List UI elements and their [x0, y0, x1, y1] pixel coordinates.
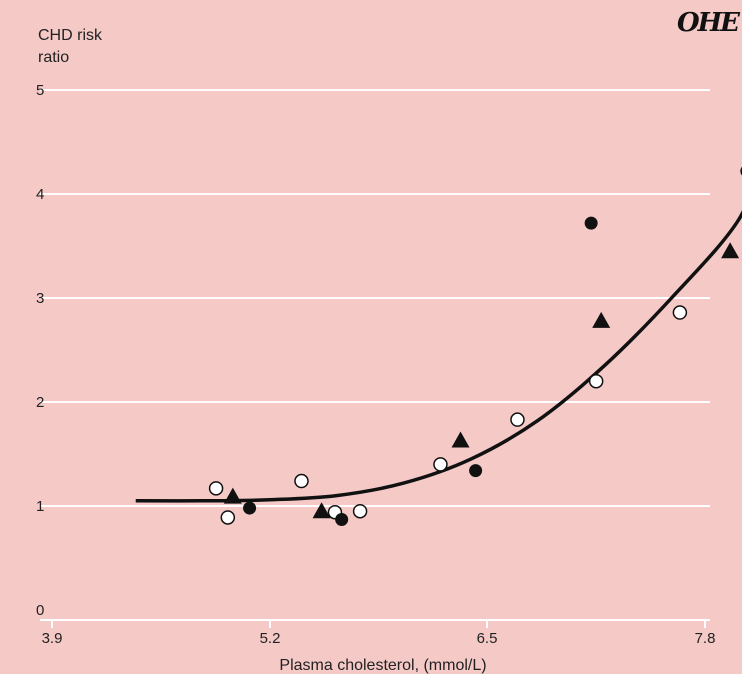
open-circle-point: [208, 481, 224, 496]
fit-curve: [135, 210, 742, 503]
x-tick-label: 5.2: [260, 630, 281, 647]
x-tick-label: 6.5: [477, 630, 498, 647]
triangle-point: [312, 502, 331, 519]
filled-circle-point: [584, 216, 598, 230]
data-points: [208, 166, 742, 527]
y-tick-label: 4: [36, 186, 44, 203]
y-axis-title-line1: CHD risk: [38, 27, 103, 44]
filled-circle-point: [469, 464, 483, 478]
y-tick-label: 0: [36, 602, 44, 619]
x-tick-label: 7.8: [695, 630, 716, 647]
y-axis-title-line2: ratio: [38, 49, 69, 66]
ohe-logo: OHE: [676, 8, 740, 38]
y-tick-label: 2: [36, 394, 44, 411]
triangle-point: [223, 487, 242, 504]
open-circle-point: [220, 510, 236, 525]
open-circle-point: [294, 473, 309, 489]
filled-circle-point: [335, 513, 349, 527]
open-circle-point: [433, 457, 448, 472]
triangle-point: [592, 311, 611, 328]
x-axis-title: Plasma cholesterol, (mmol/L): [279, 657, 486, 674]
y-tick-labels: 0 1 2 3 4 5: [36, 82, 44, 619]
x-tick-labels: 3.9 5.2 6.5 7.8: [42, 620, 716, 647]
y-tick-label: 5: [36, 82, 44, 99]
grid-lines: [40, 89, 710, 621]
x-tick-label: 3.9: [42, 630, 63, 647]
y-tick-label: 3: [36, 290, 44, 307]
triangle-point: [451, 431, 470, 448]
open-circle-point: [510, 412, 525, 427]
filled-circle-point: [243, 501, 257, 515]
triangle-point: [721, 242, 740, 259]
open-circle-point: [672, 305, 688, 320]
y-tick-label: 1: [36, 498, 44, 515]
open-circle-point: [352, 503, 368, 519]
open-circle-point: [588, 373, 604, 389]
